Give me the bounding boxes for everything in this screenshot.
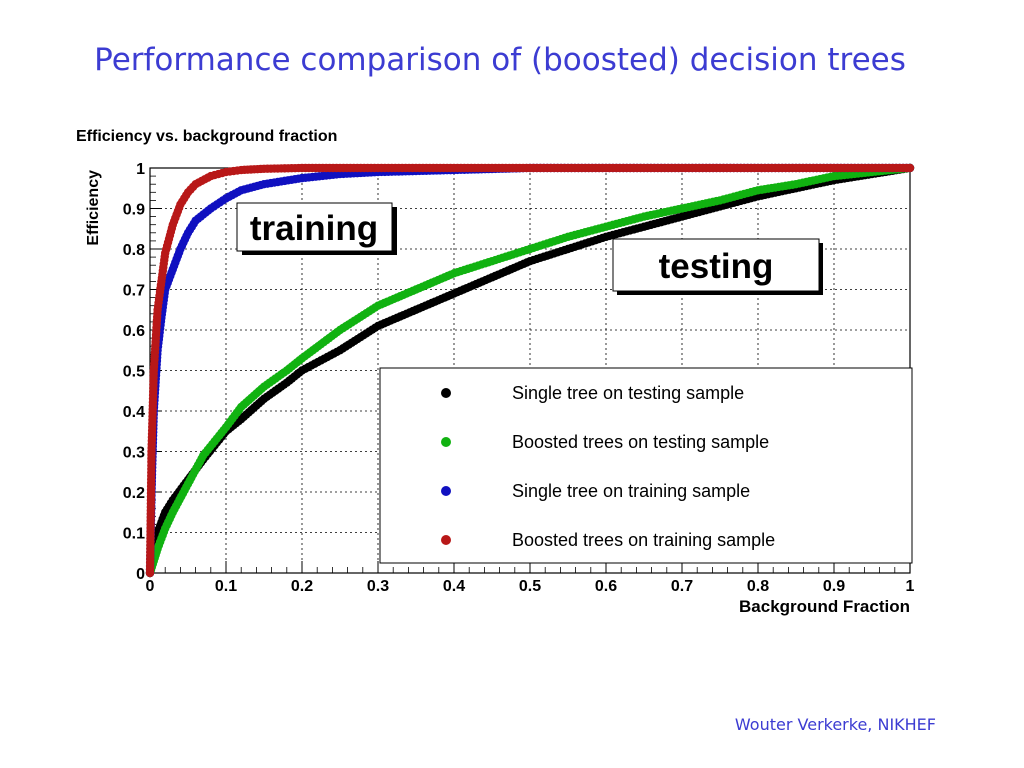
training-label: training xyxy=(250,209,378,248)
x-tick-label: 0.4 xyxy=(443,578,465,595)
data-point xyxy=(905,163,915,173)
y-tick-label: 0.1 xyxy=(123,526,145,543)
legend-box xyxy=(379,367,913,564)
testing-label: testing xyxy=(659,247,774,286)
y-tick-label: 0.7 xyxy=(123,283,145,300)
legend-label-single-training: Single tree on training sample xyxy=(512,481,750,501)
x-tick-label: 0.6 xyxy=(595,578,617,595)
legend-marker-single-testing xyxy=(441,388,451,398)
legend-marker-boosted-testing xyxy=(441,437,451,447)
x-tick-label: 0 xyxy=(146,578,155,595)
y-tick-label: 0.5 xyxy=(123,364,145,381)
y-axis-label: Efficiency xyxy=(85,170,102,246)
y-tick-label: 0.9 xyxy=(123,202,145,219)
y-tick-label: 0 xyxy=(136,566,145,583)
x-axis-label: Background Fraction xyxy=(739,597,910,616)
training-annotation: training xyxy=(236,202,397,255)
y-tick-label: 1 xyxy=(136,161,145,178)
testing-box xyxy=(612,238,820,292)
legend-marker-single-training xyxy=(441,486,451,496)
series-3 xyxy=(145,163,915,578)
training-box xyxy=(236,202,393,252)
legend-label-single-testing: Single tree on testing sample xyxy=(512,383,744,403)
footer-author: Wouter Verkerke, NIKHEF xyxy=(734,715,936,734)
legend-marker-boosted-training xyxy=(441,535,451,545)
legend: Single tree on testing sample Boosted tr… xyxy=(379,367,913,564)
x-tick-label: 0.3 xyxy=(367,578,389,595)
legend-label-boosted-training: Boosted trees on training sample xyxy=(512,530,775,550)
series-layer xyxy=(145,163,915,578)
x-tick-label: 0.8 xyxy=(747,578,769,595)
testing-annotation: testing xyxy=(612,238,823,295)
y-tick-label: 0.3 xyxy=(123,445,145,462)
y-tick-label: 0.8 xyxy=(123,242,145,259)
x-tick-label: 0.9 xyxy=(823,578,845,595)
legend-label-boosted-testing: Boosted trees on testing sample xyxy=(512,432,769,452)
x-tick-label: 0.7 xyxy=(671,578,693,595)
slide-title: Performance comparison of (boosted) deci… xyxy=(94,42,906,78)
y-tick-label: 0.6 xyxy=(123,323,145,340)
x-tick-label: 0.2 xyxy=(291,578,313,595)
y-tick-label: 0.2 xyxy=(123,485,145,502)
chart-title: Efficiency vs. background fraction xyxy=(76,128,337,145)
series-1 xyxy=(145,163,915,578)
y-tick-label: 0.4 xyxy=(123,404,145,421)
x-tick-label: 0.5 xyxy=(519,578,541,595)
x-tick-label: 1 xyxy=(906,578,915,595)
x-tick-label: 0.1 xyxy=(215,578,237,595)
